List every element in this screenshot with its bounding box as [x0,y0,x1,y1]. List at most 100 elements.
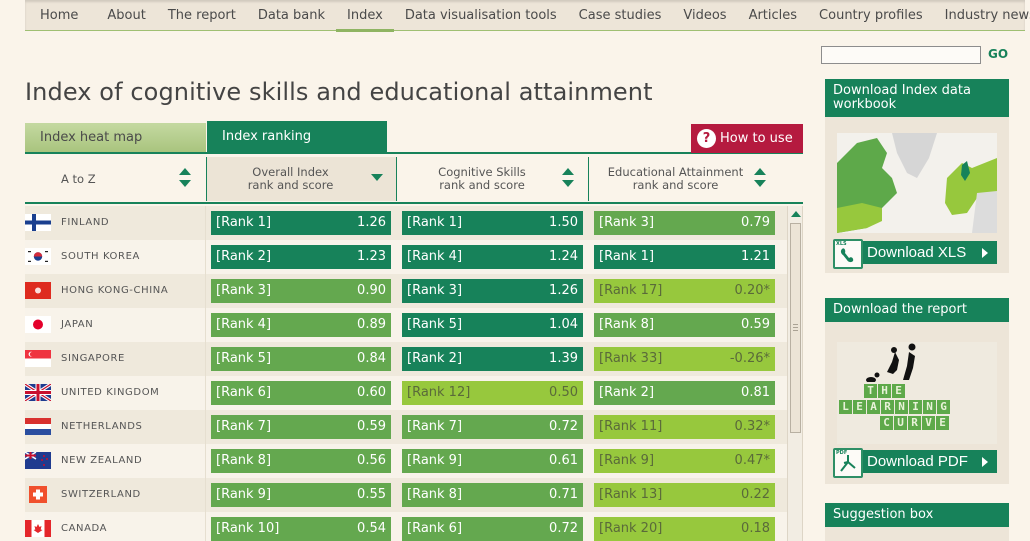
finland-flag-icon [25,214,51,231]
educational-attainment-cell: [Rank 33] -0.26* [594,347,775,371]
overall-index-cell: [Rank 5] 0.84 [211,347,391,371]
download-pdf-button[interactable]: PDF Download PDF [833,448,997,478]
nav-the-report[interactable]: The report [167,7,236,23]
educational-attainment-cell: [Rank 13] 0.22 [594,483,775,507]
table-row[interactable]: CANADA [Rank 10] 0.54 [Rank 6] 0.72 [Rank … [25,512,787,541]
country-name: UNITED KINGDOM [61,387,160,398]
download-xls-button[interactable]: XLS Download XLS [833,239,997,269]
scrollbar-thumb[interactable] [790,223,801,433]
cognitive-skills-cell: [Rank 8] 0.71 [402,483,583,507]
column-header-overall-index[interactable]: Overall Index rank and score [206,157,397,201]
sort-up-icon[interactable] [562,168,574,175]
united-kingdom-flag-icon [25,384,51,401]
cognitive-skills-cell: [Rank 5] 1.04 [402,313,583,337]
sort-toggle-icon[interactable] [754,168,766,190]
tab-index-ranking[interactable]: Index ranking [207,121,387,152]
sort-up-icon[interactable] [179,168,191,175]
tab-index-heat-map[interactable]: Index heat map [25,123,206,152]
panel-title: Download the report [825,298,1009,322]
chevron-right-icon [982,457,988,467]
panel-title[interactable]: Suggestion box [825,503,1009,527]
country-name: SOUTH KOREA [61,251,140,262]
overall-index-cell: [Rank 8] 0.56 [211,449,391,473]
overall-index-cell: [Rank 2] 1.23 [211,245,391,269]
cognitive-skills-cell: [Rank 6] 0.72 [402,517,583,541]
cognitive-skills-cell: [Rank 9] 0.61 [402,449,583,473]
educational-attainment-cell: [Rank 8] 0.59 [594,313,775,337]
download-workbook-panel: Download Index data workbook XLS Downloa… [825,79,1009,273]
nav-case-studies[interactable]: Case studies [578,7,662,23]
country-name: CANADA [61,523,108,534]
how-to-use-button[interactable]: ? How to use [691,124,803,153]
table-row[interactable]: NEW ZEALAND [Rank 8] 0.56 [Rank 9] 0.61 [R… [25,444,787,478]
scroll-up-arrow-icon[interactable] [791,211,801,217]
educational-attainment-cell: [Rank 20] 0.18 [594,517,775,541]
table-row[interactable]: SINGAPORE [Rank 5] 0.84 [Rank 2] 1.39 [Ran… [25,342,787,376]
nav-country-profiles[interactable]: Country profiles [819,7,923,23]
overall-index-cell: [Rank 1] 1.26 [211,211,391,235]
sort-up-icon[interactable] [754,168,766,175]
country-name: NETHERLANDS [61,421,143,432]
pdf-file-icon: PDF [833,448,863,478]
table-row[interactable]: NETHERLANDS [Rank 7] 0.59 [Rank 7] 0.72 [R… [25,410,787,444]
nav-articles[interactable]: Articles [748,7,798,23]
netherlands-flag-icon [25,418,51,435]
nav-about[interactable]: About [107,7,146,23]
nav-data-visualisation-tools[interactable]: Data visualisation tools [404,7,557,23]
table-row[interactable]: UNITED KINGDOM [Rank 6] 0.60 [Rank 12] 0.5… [25,376,787,410]
nav-videos[interactable]: Videos [683,7,727,23]
cognitive-skills-cell: [Rank 2] 1.39 [402,347,583,371]
table-row[interactable]: JAPAN [Rank 4] 0.89 [Rank 5] 1.04 [Rank 8]… [25,308,787,342]
overall-index-cell: [Rank 3] 0.90 [211,279,391,303]
sort-toggle-icon[interactable] [371,168,383,190]
column-header-cognitive-skills[interactable]: Cognitive Skills rank and score [398,157,589,201]
cognitive-skills-cell: [Rank 7] 0.72 [402,415,583,439]
educational-attainment-cell: [Rank 9] 0.47* [594,449,775,473]
table-row[interactable]: HONG KONG-CHINA [Rank 3] 0.90 [Rank 3] 1.2… [25,274,787,308]
sort-down-icon[interactable] [179,180,191,187]
nav-home[interactable]: Home [40,7,79,23]
singapore-flag-icon [25,350,51,367]
overall-index-cell: [Rank 6] 0.60 [211,381,391,405]
educational-attainment-cell: [Rank 11] 0.32* [594,415,775,439]
ranking-table-body: FINLAND [Rank 1] 1.26 [Rank 1] 1.50 [Rank … [25,206,787,541]
sort-down-icon[interactable] [754,180,766,187]
educational-attainment-cell: [Rank 2] 0.81 [594,381,775,405]
country-name: SWITZERLAND [61,489,141,500]
new-zealand-flag-icon [25,452,51,469]
search-input[interactable] [821,46,981,64]
top-navigation: Home About The report Data bank Index Da… [25,0,1030,32]
sort-toggle-icon[interactable] [562,168,574,190]
world-map-thumbnail[interactable] [837,133,997,233]
overall-index-cell: [Rank 4] 0.89 [211,313,391,337]
cognitive-skills-cell: [Rank 4] 1.24 [402,245,583,269]
educational-attainment-cell: [Rank 1] 1.21 [594,245,775,269]
canada-flag-icon [25,520,51,537]
column-header-a-to-z[interactable]: A to Z [25,157,205,201]
table-row[interactable]: SWITZERLAND [Rank 9] 0.55 [Rank 8] 0.71 [R… [25,478,787,512]
table-header: A to Z Overall Index rank and score Cogni… [25,155,803,204]
table-row[interactable]: SOUTH KOREA [Rank 2] 1.23 [Rank 4] 1.24 [R… [25,240,787,274]
question-icon: ? [697,129,716,148]
table-row[interactable]: FINLAND [Rank 1] 1.26 [Rank 1] 1.50 [Rank … [25,206,787,240]
chevron-right-icon [982,248,988,258]
sort-toggle-icon[interactable] [179,168,191,190]
hong-kong-flag-icon [25,282,51,299]
search-go-button[interactable]: GO [988,47,1009,61]
sort-down-icon[interactable] [371,174,383,181]
table-scrollbar[interactable] [787,206,803,541]
cognitive-skills-cell: [Rank 1] 1.50 [402,211,583,235]
country-name: FINLAND [61,217,110,228]
overall-index-cell: [Rank 7] 0.59 [211,415,391,439]
nav-industry-news[interactable]: Industry news [944,7,1030,23]
view-tabs: Index heat map Index ranking [25,121,803,154]
column-header-educational-attainment[interactable]: Educational Attainment rank and score [590,157,783,201]
south-korea-flag-icon [25,248,51,265]
japan-flag-icon [25,316,51,333]
sort-down-icon[interactable] [562,180,574,187]
educational-attainment-cell: [Rank 3] 0.79 [594,211,775,235]
suggestion-box-panel: Suggestion box [825,503,1009,541]
nav-data-bank[interactable]: Data bank [257,7,326,23]
nav-index[interactable]: Index [336,0,394,32]
